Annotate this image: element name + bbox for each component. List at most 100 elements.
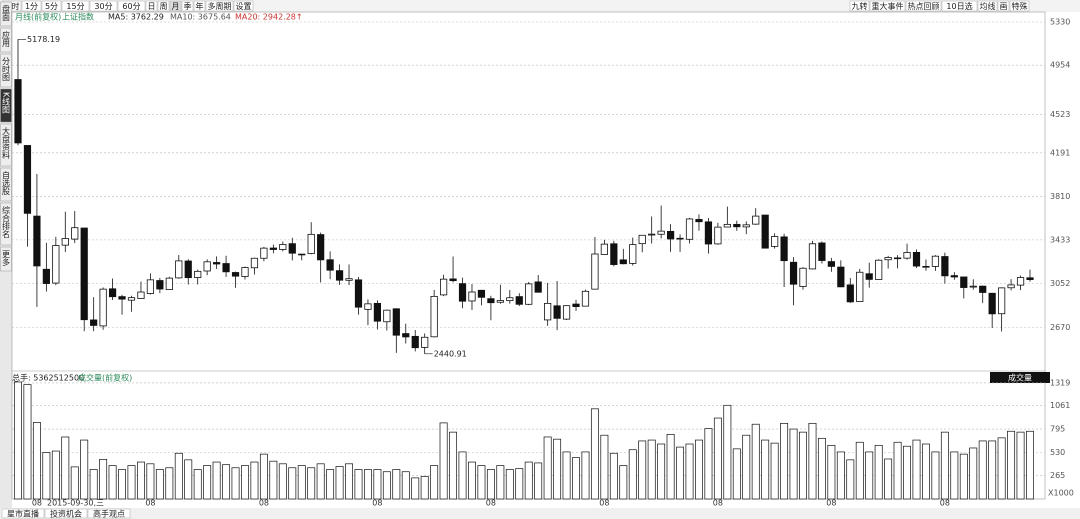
plot-frame bbox=[11, 11, 1046, 500]
toolbar-label[interactable]: 均线 bbox=[980, 1, 996, 11]
toolbar-label[interactable]: 设置 bbox=[236, 1, 252, 11]
toolbar-button[interactable] bbox=[145, 0, 158, 12]
sidebar-tab[interactable] bbox=[0, 53, 12, 88]
bottom-tab[interactable] bbox=[87, 508, 131, 519]
sidebar-tab[interactable] bbox=[0, 1, 12, 27]
toolbar-button[interactable] bbox=[117, 0, 146, 12]
candle-body bbox=[941, 256, 949, 277]
volume-bar bbox=[146, 463, 155, 500]
volume-bar bbox=[704, 428, 713, 500]
toolbar-button[interactable] bbox=[205, 0, 234, 12]
toolbar-label[interactable]: 特殊 bbox=[1012, 1, 1028, 11]
toolbar-button[interactable] bbox=[181, 0, 194, 12]
bottom-tab[interactable] bbox=[1, 508, 45, 519]
candle-body bbox=[411, 335, 419, 349]
candle-body bbox=[449, 278, 457, 282]
bottom-tab-label[interactable]: 投资机会 bbox=[50, 509, 82, 519]
toolbar-label[interactable]: 1分 bbox=[25, 2, 38, 11]
volume-bar bbox=[609, 452, 618, 500]
toolbar-button[interactable] bbox=[89, 0, 118, 12]
toolbar-button[interactable] bbox=[169, 0, 182, 12]
bottom-tab[interactable] bbox=[44, 508, 88, 519]
toolbar-button[interactable] bbox=[849, 0, 870, 12]
bottom-tab-label[interactable]: 高手观点 bbox=[93, 509, 125, 519]
y-tick-label: 4191 bbox=[1050, 148, 1070, 157]
toolbar-label[interactable]: 月 bbox=[172, 2, 180, 11]
toolbar-button[interactable] bbox=[41, 0, 62, 12]
toolbar-label[interactable]: 多周期 bbox=[208, 1, 232, 11]
candle-body bbox=[458, 283, 467, 302]
candle-body bbox=[506, 297, 514, 302]
sidebar-tab[interactable] bbox=[0, 27, 12, 53]
candle-body bbox=[203, 261, 211, 272]
volume-bar bbox=[449, 431, 458, 500]
toolbar-label[interactable]: 热点回顾 bbox=[908, 1, 940, 11]
sidebar-label[interactable]: 分时图 bbox=[2, 57, 11, 82]
toolbar-button[interactable] bbox=[1009, 0, 1030, 12]
sidebar-label[interactable]: 更多 bbox=[2, 250, 11, 267]
volume-bar bbox=[382, 471, 391, 500]
candle-body bbox=[184, 260, 192, 279]
sidebar-tab[interactable] bbox=[0, 88, 12, 123]
sidebar-label[interactable]: 综合排名 bbox=[2, 205, 11, 239]
toolbar-button[interactable] bbox=[941, 0, 978, 12]
toolbar-label[interactable]: 季 bbox=[184, 1, 192, 11]
sidebar-label[interactable]: 盘面 bbox=[2, 4, 11, 22]
toolbar-button[interactable] bbox=[869, 0, 906, 12]
toolbar-label[interactable]: 重大事件 bbox=[872, 1, 904, 11]
toolbar-button[interactable] bbox=[157, 0, 170, 12]
candle-body bbox=[335, 270, 344, 281]
toolbar-button[interactable] bbox=[905, 0, 942, 12]
candle-body bbox=[553, 305, 561, 319]
sidebar-label[interactable]: 应用 bbox=[2, 30, 11, 48]
toolbar-button[interactable] bbox=[21, 0, 42, 12]
candle-body bbox=[525, 283, 533, 305]
volume-bar bbox=[723, 404, 732, 500]
toolbar-button[interactable] bbox=[61, 0, 90, 12]
candle-body bbox=[591, 253, 599, 290]
volume-bar bbox=[61, 436, 70, 500]
sidebar-tab[interactable] bbox=[0, 202, 12, 246]
bottom-bar bbox=[0, 508, 1080, 519]
sidebar-tab[interactable] bbox=[0, 246, 12, 272]
toolbar-label[interactable]: 日 bbox=[148, 2, 156, 11]
toolbar-button[interactable] bbox=[193, 0, 206, 12]
x-tick-label: 08 bbox=[940, 499, 950, 508]
candle-body bbox=[477, 289, 486, 298]
sidebar-tab[interactable] bbox=[0, 167, 12, 202]
candle-body bbox=[544, 302, 552, 321]
toolbar-label[interactable]: 60分 bbox=[122, 2, 140, 11]
toolbar-button[interactable] bbox=[233, 0, 254, 12]
volume-indicator[interactable]: 成交量 bbox=[1008, 373, 1032, 383]
candle-body bbox=[326, 259, 334, 271]
toolbar-label[interactable]: 年 bbox=[196, 1, 204, 11]
volume-bar bbox=[401, 471, 410, 500]
candle-body bbox=[912, 251, 921, 267]
toolbar-button[interactable] bbox=[997, 0, 1010, 12]
toolbar-label[interactable]: 5分 bbox=[45, 2, 58, 11]
sidebar-label[interactable]: K线图 bbox=[2, 92, 11, 114]
volume-bar bbox=[855, 441, 864, 500]
sidebar-tab[interactable] bbox=[0, 123, 12, 167]
volume-indicator-box[interactable] bbox=[990, 372, 1050, 383]
candle-body bbox=[108, 288, 117, 298]
toolbar-label[interactable]: 30分 bbox=[94, 2, 112, 11]
volume-bar bbox=[354, 469, 363, 500]
volume-bar bbox=[912, 439, 921, 500]
toolbar-label[interactable]: 周 bbox=[160, 2, 168, 11]
volume-bar bbox=[903, 445, 911, 500]
sidebar-label[interactable]: 自选股 bbox=[2, 170, 11, 196]
volume-bar bbox=[685, 443, 694, 500]
sidebar-label[interactable]: 大盘资料 bbox=[2, 126, 11, 160]
volume-bar bbox=[505, 469, 514, 500]
annotation: 5178.19 bbox=[27, 35, 60, 44]
toolbar-label[interactable]: 九转 bbox=[852, 1, 868, 11]
candle-body bbox=[298, 253, 306, 256]
bottom-tab-label[interactable]: 星市直播 bbox=[7, 509, 39, 519]
toolbar-button[interactable] bbox=[977, 0, 998, 12]
volume-bar bbox=[392, 469, 401, 500]
toolbar-label[interactable]: 10日选 bbox=[946, 1, 972, 11]
toolbar-label[interactable]: 15分 bbox=[66, 2, 84, 11]
volume-bar bbox=[628, 449, 637, 500]
toolbar-label[interactable]: 画 bbox=[1000, 2, 1008, 11]
